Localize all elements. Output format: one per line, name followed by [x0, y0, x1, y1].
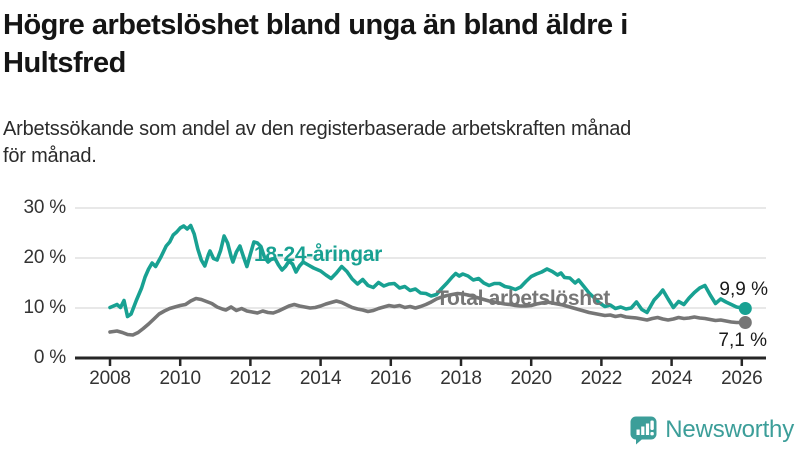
newsworthy-logo[interactable]: Newsworthy — [630, 414, 794, 446]
x-axis-label: 2024 — [650, 368, 693, 389]
page-title: Högre arbetslöshet bland unga än bland ä… — [3, 6, 795, 82]
x-axis-label: 2016 — [370, 368, 412, 389]
end-value-label-youth: 9,9 % — [719, 279, 768, 300]
x-axis-label: 2014 — [299, 368, 342, 389]
series-end-dot-1 — [738, 316, 752, 329]
series-line-1 — [108, 291, 748, 337]
y-axis-label: 30 % — [23, 197, 66, 218]
chart-subtitle: Arbetssökande som andel av den registerb… — [3, 116, 795, 170]
series-label-total: Total arbetslöshet — [436, 287, 610, 310]
page-title-line2: Hultsfred — [3, 47, 126, 79]
x-axis-label: 2012 — [229, 368, 272, 389]
series-line-0 — [108, 223, 748, 319]
x-axis-label: 2020 — [510, 368, 552, 389]
newsworthy-logo-text: Newsworthy — [665, 416, 794, 443]
x-axis-label: 2022 — [580, 368, 623, 389]
x-axis-label: 2026 — [721, 368, 763, 389]
y-axis-label: 10 % — [23, 297, 66, 318]
series-label-youth: 18-24-åringar — [254, 243, 382, 266]
series-end-dot-0 — [738, 302, 752, 315]
y-axis-label: 0 % — [33, 347, 66, 368]
end-value-label-total: 7,1 % — [718, 330, 767, 351]
newsworthy-logo-icon — [630, 416, 657, 444]
chart-subtitle-line2: för månad. — [3, 145, 97, 167]
x-axis-label: 2008 — [89, 368, 131, 389]
y-axis-label: 20 % — [23, 247, 66, 268]
chart-subtitle-line1: Arbetssökande som andel av den registerb… — [3, 118, 632, 140]
x-axis-label: 2018 — [440, 368, 482, 389]
x-axis-label: 2010 — [159, 368, 201, 389]
page-title-line1: Högre arbetslöshet bland unga än bland ä… — [3, 9, 628, 41]
